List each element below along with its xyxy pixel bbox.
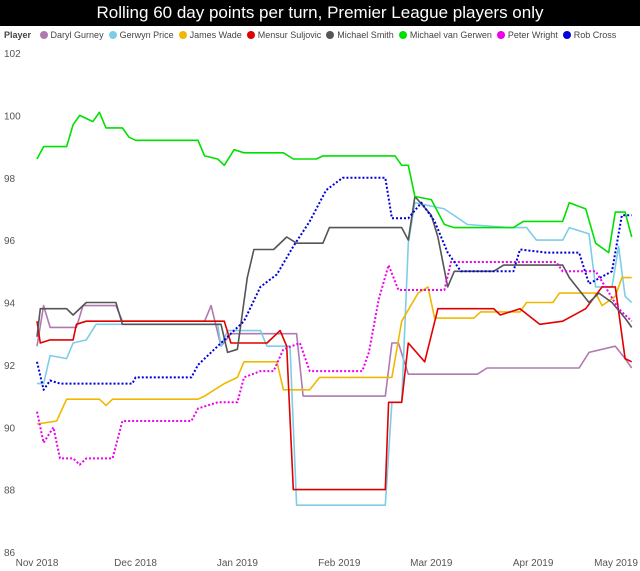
series-line-james-wade: [36, 276, 632, 425]
legend-label: Michael Smith: [337, 30, 394, 40]
y-tick-label: 102: [4, 49, 21, 60]
legend-item[interactable]: Peter Wright: [496, 30, 558, 40]
legend-item[interactable]: Rob Cross: [562, 30, 617, 40]
y-tick-label: 94: [4, 299, 16, 310]
y-tick-label: 88: [4, 486, 16, 497]
x-tick-label: Mar 2019: [410, 558, 453, 569]
line-chart: 86 88 90 92 94 96 98 100 102 Nov 2018 Dec 2018 Jan …: [4, 49, 638, 569]
legend-item[interactable]: Michael van Gerwen: [398, 30, 492, 40]
x-tick-label: Dec 2018: [114, 558, 157, 569]
legend-label: Michael van Gerwen: [409, 30, 492, 40]
x-tick-label: May 2019: [594, 558, 638, 569]
y-tick-label: 86: [4, 548, 16, 559]
legend-item[interactable]: Daryl Gurney: [39, 30, 104, 40]
legend-item[interactable]: Gerwyn Price: [108, 30, 174, 40]
legend-swatch: [496, 31, 505, 39]
legend-swatch: [246, 31, 255, 39]
y-tick-label: 96: [4, 236, 16, 247]
y-tick-label: 98: [4, 174, 16, 185]
legend-swatch: [562, 31, 571, 39]
x-tick-label: Nov 2018: [16, 558, 59, 569]
legend-item[interactable]: Michael Smith: [326, 30, 394, 40]
legend-swatch: [108, 31, 117, 39]
legend-label: James Wade: [189, 30, 242, 40]
chart-title: Rolling 60 day points per turn, Premier …: [0, 0, 640, 26]
legend-item[interactable]: James Wade: [178, 30, 242, 40]
legend: Player Daryl Gurney Gerwyn Price James Wad…: [4, 30, 636, 44]
legend-label: Peter Wright: [507, 30, 558, 40]
y-tick-label: 90: [4, 423, 16, 434]
legend-label: Gerwyn Price: [119, 30, 174, 40]
legend-label: Daryl Gurney: [50, 30, 104, 40]
legend-swatch: [398, 31, 407, 39]
series-line-michael-smith: [36, 195, 633, 354]
x-tick-label: Feb 2019: [318, 558, 361, 569]
series-line-rob-cross: [36, 176, 632, 391]
legend-item[interactable]: Mensur Suljovic: [246, 30, 322, 40]
legend-label: Mensur Suljovic: [257, 30, 322, 40]
series-line-daryl-gurney: [36, 304, 633, 397]
y-tick-label: 92: [4, 361, 16, 372]
legend-swatch: [326, 31, 335, 39]
y-tick-label: 100: [4, 111, 21, 122]
legend-label: Rob Cross: [573, 30, 617, 40]
series-line-peter-wright: [36, 261, 633, 466]
legend-title: Player: [4, 30, 32, 40]
x-tick-label: Apr 2019: [513, 558, 554, 569]
series-line-gerwyn-price: [37, 201, 633, 507]
x-tick-label: Jan 2019: [217, 558, 259, 569]
series-line-mensur-suljovic: [36, 286, 633, 491]
series-line-michael-van-gerwen: [36, 111, 633, 254]
legend-swatch: [178, 31, 187, 39]
legend-swatch: [39, 31, 48, 39]
